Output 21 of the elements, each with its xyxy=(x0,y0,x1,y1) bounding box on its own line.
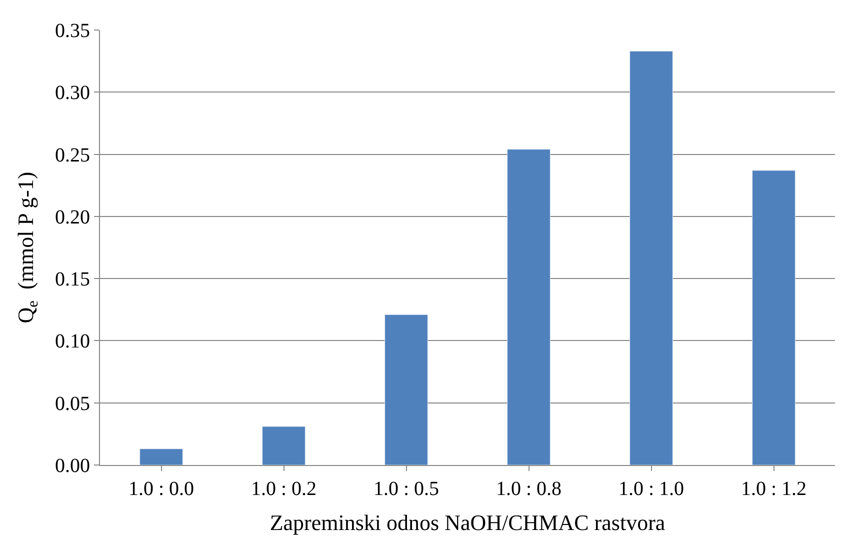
y-tick-label: 0.00 xyxy=(55,455,90,477)
y-tick-label: 0.20 xyxy=(55,206,90,228)
y-tick-label: 0.05 xyxy=(55,392,90,415)
x-tick-label: 1.0 : 0.2 xyxy=(250,478,317,500)
x-tick-label: 1.0 : 0.5 xyxy=(373,478,440,500)
x-tick-label: 1.0 : 0.0 xyxy=(128,478,194,500)
y-tick-label: 0.15 xyxy=(55,268,90,291)
x-tick-label: 1.0 : 1.0 xyxy=(618,478,684,500)
x-axis-title: Zapreminski odnos NaOH/CHMAC rastvora xyxy=(270,510,666,535)
bar xyxy=(384,314,428,465)
x-tick-label: 1.0 : 1.2 xyxy=(740,478,807,500)
bar xyxy=(140,448,183,465)
y-tick-label: 0.35 xyxy=(55,20,90,42)
bar xyxy=(262,426,306,465)
x-tick-label: 1.0 : 0.8 xyxy=(496,478,562,500)
y-tick-label: 0.30 xyxy=(55,82,90,104)
y-tick-label: 0.10 xyxy=(55,330,90,353)
y-tick-label: 0.25 xyxy=(55,144,90,166)
bar xyxy=(507,149,550,465)
bar xyxy=(630,50,673,465)
bar xyxy=(752,170,796,465)
